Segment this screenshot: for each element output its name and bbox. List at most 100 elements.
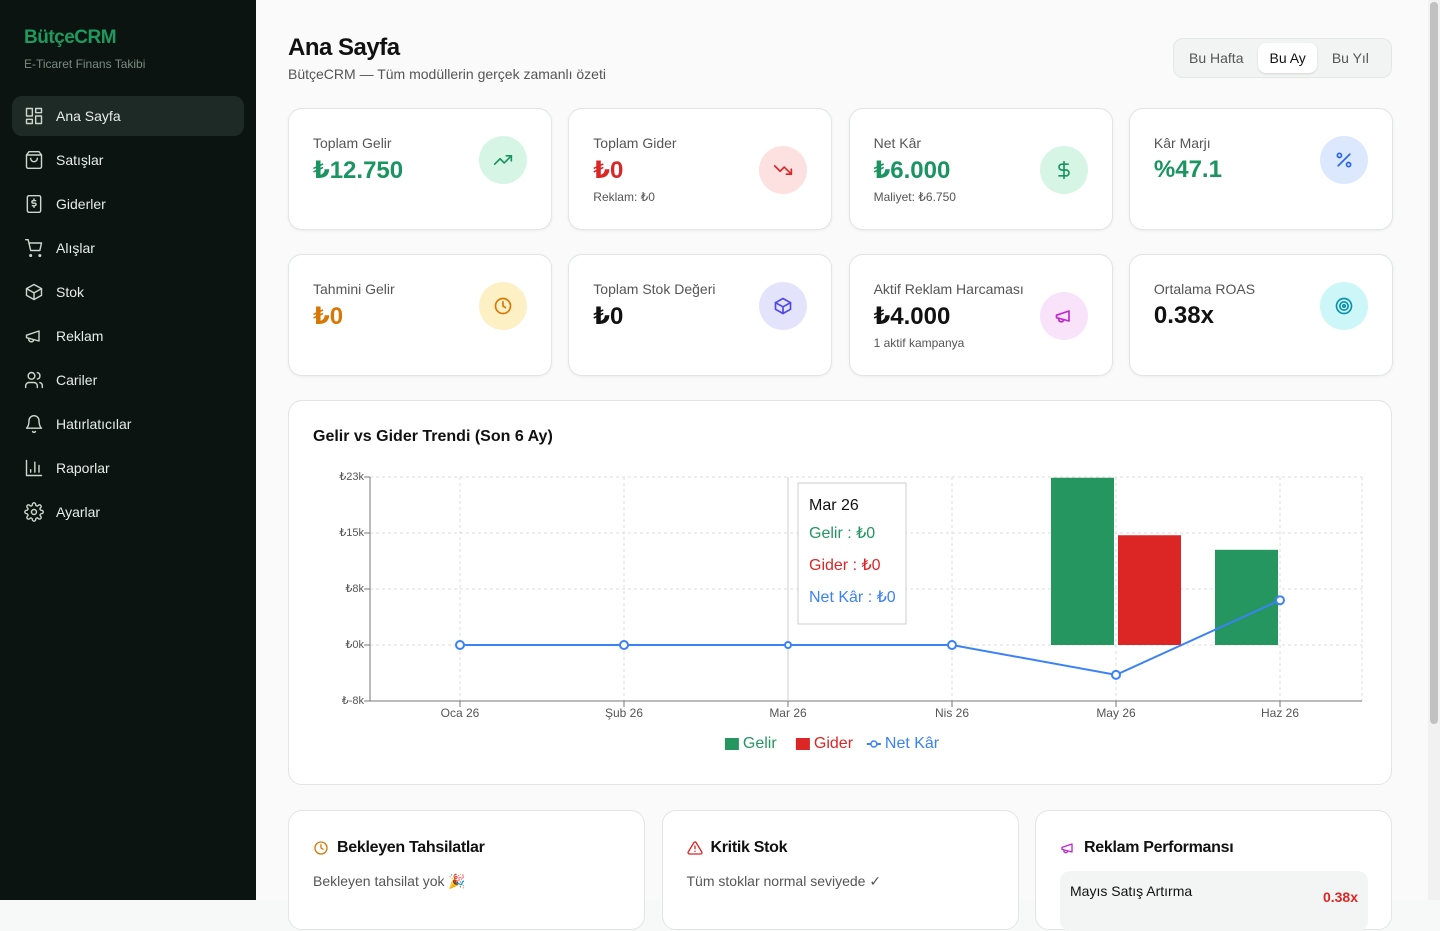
ad-name: Mayıs Satış Artırma xyxy=(1070,883,1193,899)
line-point xyxy=(619,640,629,650)
stat-label: Toplam Stok Değeri xyxy=(593,281,716,297)
nav-label: Giderler xyxy=(56,196,106,212)
nav-item[interactable]: Satışlar xyxy=(12,140,244,180)
stat-note: Reklam: ₺0 xyxy=(593,190,655,204)
legend-label: Gider xyxy=(814,735,854,752)
stat-note: 1 aktif kampanya xyxy=(873,336,965,350)
icon xyxy=(774,165,793,175)
x-tick-label: Şub 26 xyxy=(605,706,643,720)
stat-card: Kâr Marjı %47.1 xyxy=(1128,108,1393,230)
scrollbar[interactable] xyxy=(1428,0,1440,900)
legend-swatch xyxy=(724,738,739,750)
icon xyxy=(493,155,513,165)
line-point xyxy=(1111,669,1121,680)
stat-label: Toplam Gelir xyxy=(313,135,392,151)
stat-value: 0.38x xyxy=(1153,302,1214,329)
y-tick-label: ₺-8k xyxy=(342,695,365,707)
stat-label: Tahmini Gelir xyxy=(313,281,395,297)
sidebar: BütçeCRM E-Ticaret Finans Takibi Ana Say… xyxy=(0,0,256,900)
panel-header: Reklam Performansı xyxy=(1060,839,1234,857)
line-point xyxy=(455,640,465,650)
nav-item[interactable]: Hatırlatıcılar xyxy=(12,404,244,444)
stat-label: Kâr Marjı xyxy=(1153,135,1211,151)
tooltip-box xyxy=(797,482,907,625)
icon xyxy=(494,297,512,315)
icon xyxy=(25,150,43,170)
nav-label: Satışlar xyxy=(56,152,104,168)
stat-label: Aktif Reklam Harcaması xyxy=(873,281,1024,297)
page-title: Ana Sayfa xyxy=(288,34,400,61)
stat-card: Toplam Gider ₺0 Reklam: ₺0 xyxy=(568,108,833,230)
nav-label: Hatırlatıcılar xyxy=(56,416,132,432)
stat-card: Toplam Stok Değeri ₺0 xyxy=(568,254,833,376)
nav-item[interactable]: Alışlar xyxy=(12,228,244,268)
chart-title: Gelir vs Gider Trendi (Son 6 Ay) xyxy=(313,428,553,445)
stat-icon xyxy=(479,282,527,330)
stat-card: Net Kâr ₺6.000 Maliyet: ₺6.750 xyxy=(848,108,1113,230)
bar xyxy=(1215,549,1278,645)
panel-title: Bekleyen Tahsilatlar xyxy=(337,839,485,856)
tooltip-title: Mar 26 xyxy=(809,497,859,514)
panel-text: Tüm stoklar normal seviyede ✓ xyxy=(686,873,882,889)
stat-card: Toplam Gelir ₺12.750 xyxy=(288,108,552,230)
y-tick-label: ₺0k xyxy=(345,639,364,651)
nav-item[interactable]: Cariler xyxy=(12,360,244,400)
icon xyxy=(1055,310,1070,323)
scrollbar-thumb[interactable] xyxy=(1430,2,1438,724)
bar xyxy=(1051,477,1114,645)
tagline: E-Ticaret Finans Takibi xyxy=(24,57,146,71)
stat-value: ₺6.000 xyxy=(873,157,951,184)
stat-icon xyxy=(1039,146,1088,194)
period-tab[interactable]: Bu Yıl xyxy=(1331,50,1369,66)
nav-item[interactable]: Ayarlar xyxy=(12,492,244,532)
nav-item[interactable]: Stok xyxy=(12,272,244,312)
icon xyxy=(1061,843,1073,854)
panel: Bekleyen Tahsilatlar Bekleyen tahsilat yo… xyxy=(288,810,645,930)
nav-label: Alışlar xyxy=(56,240,95,256)
nav-item[interactable]: Reklam xyxy=(12,316,244,356)
ad-row: Mayıs Satış Artırma 0.38x xyxy=(1060,871,1368,931)
x-tick-label: Nis 26 xyxy=(935,706,969,720)
page-subtitle: BütçeCRM — Tüm modüllerin gerçek zamanlı… xyxy=(288,66,606,82)
icon xyxy=(24,238,43,258)
icon xyxy=(25,459,43,477)
period-tabs: Bu Hafta Bu Ay Bu Yıl xyxy=(1173,38,1392,78)
panel: Kritik Stok Tüm stoklar normal seviyede ✓ xyxy=(661,810,1019,930)
nav-label: Reklam xyxy=(56,328,104,344)
stat-card: Ortalama ROAS 0.38x xyxy=(1128,254,1393,376)
panel-title: Kritik Stok xyxy=(710,839,788,856)
legend-label: Gelir xyxy=(743,735,777,752)
icon xyxy=(25,330,40,343)
period-tab[interactable]: Bu Ay xyxy=(1258,43,1317,73)
stat-value: ₺0 xyxy=(593,157,624,184)
stat-label: Ortalama ROAS xyxy=(1153,281,1256,297)
y-tick-label: ₺15k xyxy=(339,527,364,539)
tooltip-line: Gider : ₺0 xyxy=(809,557,881,574)
brand: BütçeCRM xyxy=(24,27,117,48)
stat-icon xyxy=(1319,136,1368,184)
stat-icon xyxy=(759,282,808,330)
nav-item[interactable]: Giderler xyxy=(12,184,244,224)
y-tick-label: ₺23k xyxy=(339,471,364,483)
legend-swatch xyxy=(870,740,878,748)
line-point xyxy=(784,641,792,649)
nav-item[interactable]: Ana Sayfa xyxy=(12,96,244,136)
period-tab[interactable]: Bu Hafta xyxy=(1189,50,1244,66)
x-tick-label: May 26 xyxy=(1096,706,1136,720)
stat-label: Toplam Gider xyxy=(593,135,677,151)
stat-value: ₺0 xyxy=(313,303,344,330)
line-point xyxy=(947,640,957,650)
legend-swatch xyxy=(795,738,810,750)
icon xyxy=(24,371,44,389)
stat-label: Net Kâr xyxy=(873,135,922,151)
icon xyxy=(774,297,792,315)
y-tick-label: ₺8k xyxy=(345,583,364,595)
panel-header: Bekleyen Tahsilatlar xyxy=(313,839,485,857)
panel: Reklam Performansı Mayıs Satış Artırma 0.3… xyxy=(1035,810,1392,931)
icon xyxy=(25,107,43,125)
stat-value: ₺12.750 xyxy=(313,157,404,184)
nav-item[interactable]: Raporlar xyxy=(12,448,244,488)
x-tick-label: Oca 26 xyxy=(441,706,480,720)
icon xyxy=(25,415,43,434)
